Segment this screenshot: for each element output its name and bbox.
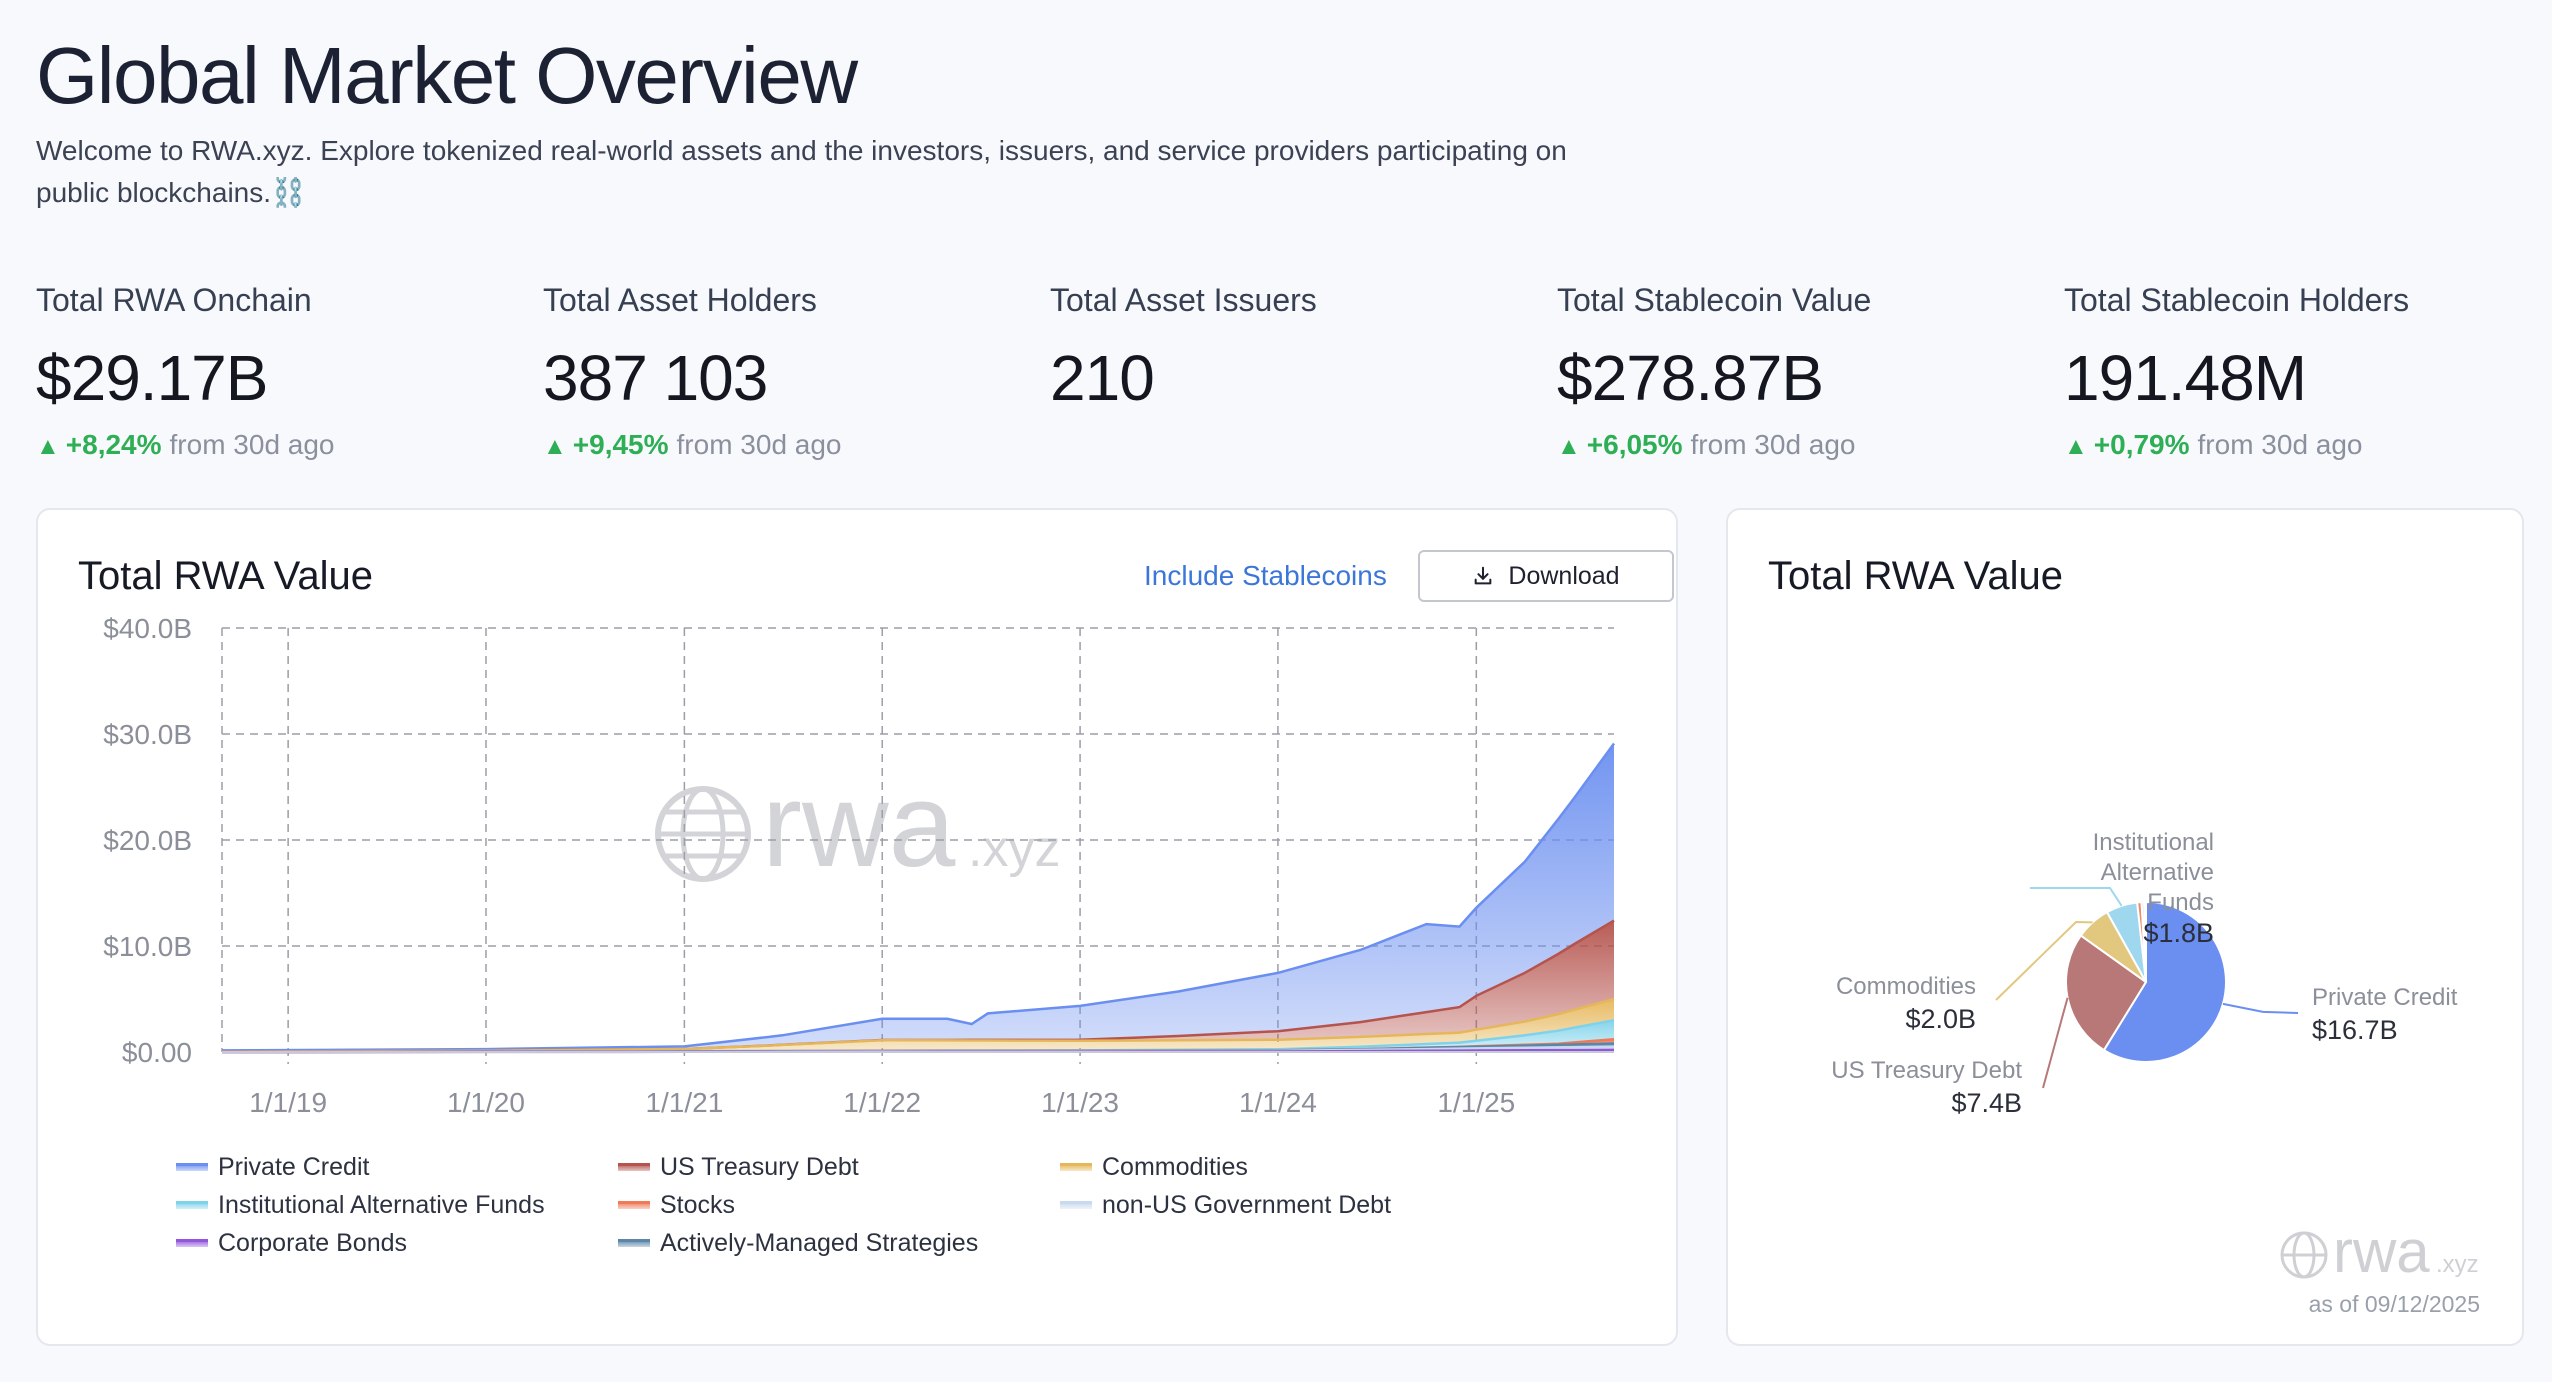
legend-label: Stocks: [660, 1190, 736, 1219]
intro-line-1: Welcome to RWA.xyz. Explore tokenized re…: [36, 135, 1567, 166]
legend-label: Corporate Bonds: [218, 1228, 408, 1257]
legend-swatch: [176, 1201, 208, 1209]
stat-value: 210: [1050, 342, 1155, 414]
legend-swatch: [176, 1239, 208, 1247]
stat-label: Total Asset Issuers: [1050, 282, 1317, 318]
legend-label: Institutional Alternative Funds: [218, 1190, 545, 1219]
stat-value: 387 103: [543, 342, 768, 414]
legend-swatch: [618, 1201, 650, 1209]
triangle-up-icon: ▲: [1557, 433, 1581, 460]
legend-swatch: [618, 1163, 650, 1171]
include-stablecoins-toggle[interactable]: Include Stablecoins: [1144, 560, 1387, 591]
card-title: Total RWA Value: [78, 554, 373, 598]
stat-delta: ▲ +0,79% from 30d ago: [2064, 429, 2544, 461]
stat-delta-suffix: from 30d ago: [676, 429, 842, 460]
stat-delta: ▲ +6,05% from 30d ago: [1557, 429, 2037, 461]
stat-delta-percent: +6,05%: [1586, 429, 1683, 460]
legend-swatch: [618, 1239, 650, 1247]
legend-item-private-credit[interactable]: Private Credit: [176, 1152, 618, 1182]
stat-label: Total Stablecoin Value: [1557, 282, 1872, 318]
stat-delta-suffix: from 30d ago: [2197, 429, 2363, 460]
stat-label: Total Asset Holders: [543, 282, 817, 318]
download-label: Download: [1508, 561, 1620, 590]
intro-text: Welcome to RWA.xyz. Explore tokenized re…: [36, 130, 1596, 214]
stat-total-rwa-onchain: Total RWA Onchain $29.17B ▲ +8,24% from 30…: [36, 282, 516, 461]
stat-delta: ▲ +9,45% from 30d ago: [543, 429, 1023, 461]
page-title: Global Market Overview: [36, 31, 858, 120]
stat-delta-percent: +0,79%: [2093, 429, 2190, 460]
legend-item-corporate-bonds[interactable]: Corporate Bonds: [176, 1228, 618, 1258]
stat-value: $278.87B: [1557, 342, 1824, 414]
legend-label: Private Credit: [218, 1152, 370, 1181]
stat-total-stablecoin-value: Total Stablecoin Value $278.87B ▲ +6,05% f…: [1557, 282, 2037, 461]
triangle-up-icon: ▲: [2064, 433, 2088, 460]
stat-delta-percent: +9,45%: [572, 429, 669, 460]
stat-label: Total RWA Onchain: [36, 282, 312, 318]
legend-item-non-us-government-debt[interactable]: non-US Government Debt: [1060, 1190, 1502, 1220]
stat-delta-percent: +8,24%: [65, 429, 162, 460]
area-chart-legend: Private Credit US Treasury Debt Commoditie…: [176, 1152, 1502, 1258]
stat-value: $29.17B: [36, 342, 268, 414]
rwa-pie-chart-card: Total RWA Value: [1726, 508, 2524, 1346]
legend-label: non-US Government Debt: [1102, 1190, 1392, 1219]
legend-item-institutional-alternative-funds[interactable]: Institutional Alternative Funds: [176, 1190, 618, 1220]
legend-swatch: [1060, 1201, 1092, 1209]
triangle-up-icon: ▲: [543, 433, 567, 460]
legend-swatch: [1060, 1163, 1092, 1171]
stat-delta-suffix: from 30d ago: [1690, 429, 1856, 460]
stat-label: Total Stablecoin Holders: [2064, 282, 2410, 318]
stat-value: 191.48M: [2064, 342, 2307, 414]
card-title: Total RWA Value: [1768, 554, 2063, 598]
download-button[interactable]: Download: [1418, 550, 1674, 602]
legend-swatch: [176, 1163, 208, 1171]
legend-item-actively-managed-strategies[interactable]: Actively-Managed Strategies: [618, 1228, 1060, 1258]
stat-delta: ▲ +8,24% from 30d ago: [36, 429, 516, 461]
legend-label: Commodities: [1102, 1152, 1248, 1181]
legend-item-commodities[interactable]: Commodities: [1060, 1152, 1502, 1182]
stat-total-stablecoin-holders: Total Stablecoin Holders 191.48M ▲ +0,79%…: [2064, 282, 2544, 461]
intro-line-2: public blockchains.⛓️: [36, 177, 306, 208]
legend-label: Actively-Managed Strategies: [660, 1228, 979, 1257]
stat-delta-suffix: from 30d ago: [169, 429, 335, 460]
stat-total-asset-issuers: Total Asset Issuers 210: [1050, 282, 1530, 415]
triangle-up-icon: ▲: [36, 433, 60, 460]
download-icon: [1475, 566, 1492, 585]
legend-item-us-treasury-debt[interactable]: US Treasury Debt: [618, 1152, 1060, 1182]
legend-item-stocks[interactable]: Stocks: [618, 1190, 1060, 1220]
stat-total-asset-holders: Total Asset Holders 387 103 ▲ +9,45% from …: [543, 282, 1023, 461]
legend-label: US Treasury Debt: [660, 1152, 859, 1181]
